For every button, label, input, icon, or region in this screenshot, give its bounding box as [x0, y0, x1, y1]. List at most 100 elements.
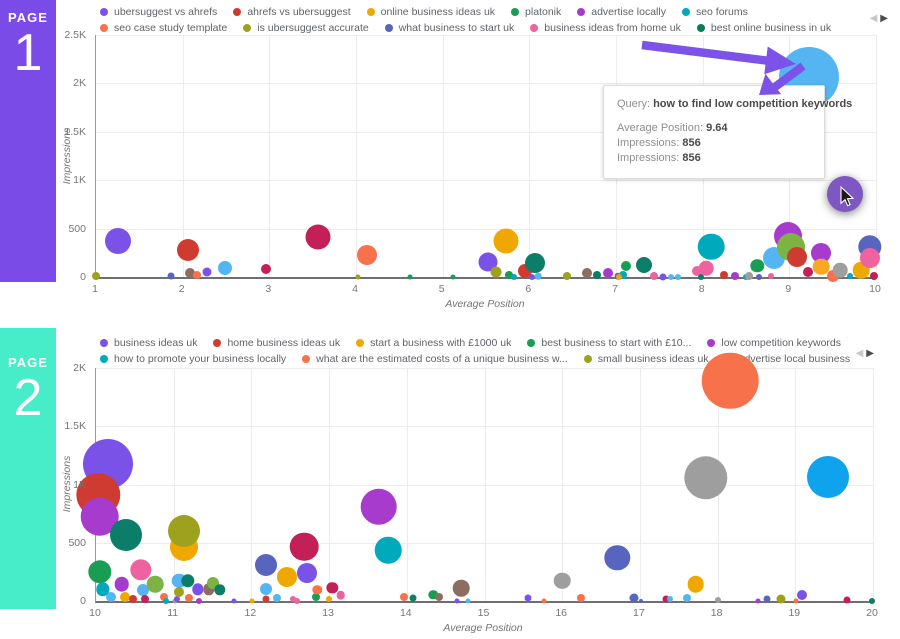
bubble[interactable] — [715, 596, 722, 603]
legend-item[interactable]: start a business with £1000 uk — [356, 337, 511, 349]
bubble[interactable] — [202, 583, 215, 596]
bubble[interactable] — [650, 272, 659, 281]
bubble[interactable] — [465, 598, 471, 604]
legend-item[interactable]: home business ideas uk — [213, 337, 340, 349]
bubble[interactable] — [667, 596, 674, 603]
bubble[interactable] — [355, 274, 361, 280]
bubble[interactable] — [105, 592, 116, 603]
legend-item[interactable]: advertise locally — [577, 6, 666, 18]
bubble[interactable] — [870, 272, 879, 281]
bubble[interactable] — [524, 253, 545, 274]
bubble[interactable] — [859, 247, 880, 268]
bubble[interactable] — [213, 584, 226, 596]
bubble[interactable] — [326, 596, 333, 603]
bubble[interactable] — [745, 271, 754, 280]
bubble[interactable] — [260, 583, 273, 596]
bubble[interactable] — [88, 559, 112, 584]
bubble[interactable] — [409, 594, 417, 602]
bubble[interactable] — [255, 554, 278, 576]
bubble[interactable] — [146, 575, 164, 593]
bubble[interactable] — [312, 585, 323, 595]
bubble[interactable] — [768, 273, 775, 280]
bubble[interactable] — [110, 518, 143, 551]
bubble[interactable] — [510, 273, 517, 280]
bubble[interactable] — [326, 582, 338, 594]
bubble[interactable] — [289, 532, 319, 561]
bubble[interactable] — [621, 260, 632, 271]
bubble[interactable] — [357, 244, 378, 265]
legend-item[interactable]: ubersuggest vs ahrefs — [100, 6, 217, 18]
bubble[interactable] — [667, 273, 674, 280]
bubble[interactable] — [813, 258, 830, 276]
bubble[interactable] — [176, 238, 199, 261]
bubble[interactable] — [806, 455, 849, 498]
bubble[interactable] — [562, 272, 571, 281]
bubble[interactable] — [847, 273, 853, 280]
bubble[interactable] — [682, 593, 691, 602]
bubble[interactable] — [193, 271, 202, 280]
bubble[interactable] — [130, 559, 152, 581]
bubble[interactable] — [260, 264, 271, 275]
bubble[interactable] — [192, 583, 204, 596]
legend-item[interactable]: low competition keywords — [707, 337, 841, 349]
bubble[interactable] — [159, 593, 168, 602]
bubble[interactable] — [493, 228, 519, 254]
bubble[interactable] — [528, 273, 535, 280]
bubble[interactable] — [162, 597, 169, 604]
bubble[interactable] — [399, 592, 408, 601]
bubble[interactable] — [305, 224, 331, 250]
bubble[interactable] — [140, 595, 149, 604]
bubble[interactable] — [262, 595, 270, 603]
bubble[interactable] — [674, 273, 681, 280]
bubble[interactable] — [297, 563, 318, 584]
bubble[interactable] — [787, 246, 808, 267]
page2-tab[interactable]: PAGE 2 — [0, 328, 56, 609]
bubble[interactable] — [756, 273, 762, 280]
bubble[interactable] — [541, 598, 547, 604]
bubble[interactable] — [629, 593, 639, 603]
bubble[interactable] — [249, 598, 255, 604]
pager-next-icon[interactable]: ▶ — [880, 13, 888, 24]
bubble[interactable] — [755, 598, 761, 604]
bubble[interactable] — [776, 594, 786, 604]
bubble[interactable] — [662, 595, 670, 603]
bubble[interactable] — [452, 579, 470, 597]
bubble[interactable] — [277, 566, 298, 587]
pager-next-icon[interactable]: ▶ — [866, 348, 874, 359]
legend-item[interactable]: how to promote your business locally — [100, 353, 286, 365]
bubble[interactable] — [184, 268, 195, 279]
bubble[interactable] — [534, 273, 542, 280]
bubble[interactable] — [698, 233, 725, 260]
legend-item[interactable]: seo case study template — [100, 22, 227, 34]
bubble[interactable] — [336, 590, 346, 600]
bubble[interactable] — [684, 455, 728, 500]
bubble[interactable] — [407, 274, 413, 280]
legend-item[interactable]: small business ideas uk — [583, 353, 709, 365]
legend-item[interactable]: best online business in uk — [696, 22, 831, 34]
bubble[interactable] — [231, 598, 237, 604]
bubble[interactable] — [490, 266, 502, 278]
bubble[interactable] — [311, 593, 320, 602]
bubble[interactable] — [603, 267, 614, 278]
pager-prev-icon[interactable]: ◀ — [869, 13, 878, 24]
bubble[interactable] — [553, 572, 571, 590]
bubble[interactable] — [793, 598, 799, 604]
bubble[interactable] — [360, 488, 398, 525]
bubble[interactable] — [129, 595, 138, 604]
legend-item[interactable]: what are the estimated costs of a unique… — [302, 353, 568, 365]
legend-item[interactable]: ahrefs vs ubersuggest — [233, 6, 351, 18]
bubble[interactable] — [114, 576, 129, 592]
bubble[interactable] — [374, 536, 402, 564]
bubble[interactable] — [167, 272, 175, 280]
bubble[interactable] — [811, 243, 832, 264]
bubble[interactable] — [869, 597, 876, 604]
bubble[interactable] — [692, 265, 703, 276]
bubble[interactable] — [843, 596, 851, 604]
bubble[interactable] — [173, 596, 180, 603]
bubble[interactable] — [504, 271, 513, 280]
legend-item[interactable]: what business to start uk — [384, 22, 514, 34]
legend-item[interactable]: seo forums — [681, 6, 748, 18]
legend-item[interactable]: platonik — [511, 6, 561, 18]
bubble[interactable] — [167, 514, 200, 547]
bubble[interactable] — [454, 598, 460, 604]
